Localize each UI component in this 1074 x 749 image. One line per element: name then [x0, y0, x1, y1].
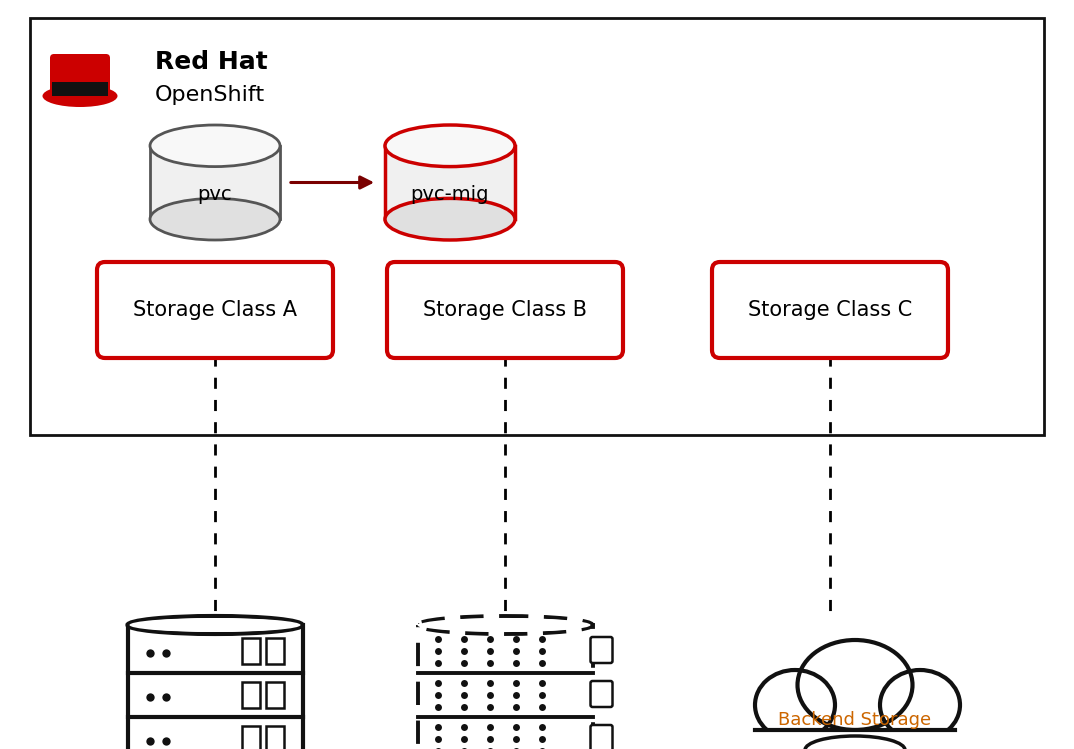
FancyBboxPatch shape [97, 262, 333, 358]
Bar [242, 682, 260, 708]
Bar [242, 638, 260, 664]
Ellipse shape [128, 616, 303, 634]
FancyBboxPatch shape [591, 637, 612, 663]
Ellipse shape [150, 125, 280, 166]
Ellipse shape [806, 736, 905, 749]
Ellipse shape [420, 618, 591, 632]
Bar [150, 146, 280, 219]
Ellipse shape [384, 198, 516, 240]
Text: OpenShift: OpenShift [155, 85, 265, 105]
FancyBboxPatch shape [387, 262, 623, 358]
Text: Backend Storage: Backend Storage [779, 711, 931, 729]
Bar [265, 682, 284, 708]
Bar [384, 146, 516, 219]
Ellipse shape [798, 640, 913, 730]
Bar [128, 625, 303, 749]
Ellipse shape [418, 616, 593, 634]
Text: Storage Class A: Storage Class A [133, 300, 297, 320]
FancyBboxPatch shape [712, 262, 948, 358]
Text: Red Hat: Red Hat [155, 50, 267, 74]
FancyBboxPatch shape [30, 18, 1044, 435]
Text: Storage Class B: Storage Class B [423, 300, 587, 320]
Bar [52, 82, 108, 96]
Text: Storage Class C: Storage Class C [748, 300, 912, 320]
FancyBboxPatch shape [50, 54, 110, 100]
Ellipse shape [150, 198, 280, 240]
Text: pvc: pvc [198, 184, 232, 204]
FancyBboxPatch shape [591, 681, 612, 707]
Ellipse shape [755, 670, 834, 740]
Text: pvc-mig: pvc-mig [410, 184, 490, 204]
FancyBboxPatch shape [591, 725, 612, 749]
Bar [265, 726, 284, 749]
Bar [418, 625, 593, 749]
Ellipse shape [130, 618, 301, 632]
Bar [242, 726, 260, 749]
Ellipse shape [384, 125, 516, 166]
Bar [725, 730, 985, 749]
Bar [265, 638, 284, 664]
Ellipse shape [880, 670, 960, 740]
Ellipse shape [43, 85, 117, 107]
